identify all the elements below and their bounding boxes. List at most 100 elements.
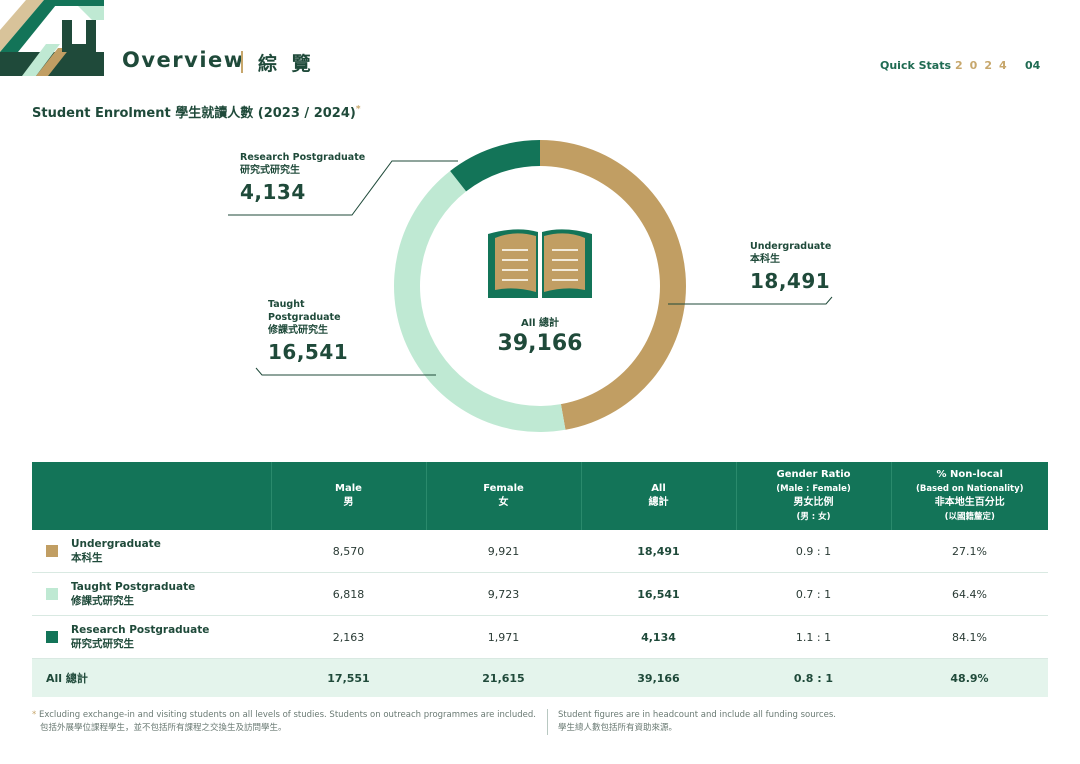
chart-label-research-value: 4,134 [240,180,306,204]
footnote-right-zh: 學生總人數包括所有資助來源。 [558,723,678,733]
donut-slice-undergrad [540,140,687,430]
footnote-left-en-line: * Excluding exchange-in and visiting stu… [32,709,536,722]
footnote-asterisk: * [32,710,37,720]
col-header-ratio: Gender Ratio (Male : Female) 男女比例 (男 : 女) [736,462,892,530]
col-header-male-zh: 男 [343,497,354,508]
footnote-right: Student figures are in headcount and inc… [558,709,836,735]
col-header-ratio-zh: 男女比例 [793,497,834,508]
page-number: 04 [1025,59,1041,72]
quick-stats-year: 2024 [955,59,1014,72]
row-label-undergrad-text: Undergraduate 本科生 [71,537,161,565]
cell-total-female: 21,615 [426,658,581,697]
chart-label-taught-en: Taught Postgraduate [268,299,341,323]
footnote-left-zh: 包括外展學位課程學生，並不包括所有課程之交換生及訪問學生。 [40,723,287,733]
section-title-text: Student Enrolment 學生就讀人數 (2023 / 2024) [32,106,356,121]
col-header-nonlocal-en: % Non-local [936,469,1003,480]
row-label-taught-text: Taught Postgraduate 修課式研究生 [71,580,195,608]
col-header-all-en: All [651,483,666,494]
col-header-nonlocal-zh: 非本地生百分比 [934,497,1005,508]
cell-undergrad-nonlocal: 27.1% [891,530,1048,573]
cell-taught-male: 6,818 [271,572,426,616]
donut-slices [394,140,687,433]
row-label-taught-zh: 修課式研究生 [71,595,134,607]
row-label-taught: Taught Postgraduate 修課式研究生 [32,572,271,616]
enrolment-table: Male 男 Female 女 All 總計 Gender Ratio (Male : … [32,462,1048,697]
cell-taught-all: 16,541 [581,572,736,616]
col-header-nonlocal-sub: (Based on Nationality) [915,484,1024,494]
leader-line-undergrad [668,296,833,305]
legend-swatch-undergrad [46,545,58,557]
footnote-marker: * [355,104,361,115]
table-row-total: All 總計 17,551 21,615 39,166 0.8 : 1 48.9… [32,658,1048,697]
cell-undergrad-all: 18,491 [581,530,736,573]
col-header-nonlocal-zh-sub: (以國籍釐定) [944,512,995,522]
donut-slice-taught [394,170,566,433]
chart-label-research-en: Research Postgraduate [240,152,366,163]
cell-research-all: 4,134 [581,615,736,659]
row-label-taught-en: Taught Postgraduate [71,581,196,593]
col-header-ratio-sub: (Male : Female) [776,484,851,494]
cell-research-male: 2,163 [271,615,426,659]
row-label-undergrad-en: Undergraduate [71,538,161,550]
cell-undergrad-ratio: 0.9 : 1 [736,530,891,573]
table-row-research: Research Postgraduate 研究式研究生 2,163 1,971 … [32,615,1048,659]
cell-total-all: 39,166 [581,658,736,697]
cell-total-male: 17,551 [271,658,426,697]
title-divider [241,51,243,73]
leader-line-taught [255,367,436,376]
col-header-male: Male 男 [271,462,427,530]
section-title: Student Enrolment 學生就讀人數 (2023 / 2024)* [32,102,361,121]
col-header-all: All 總計 [581,462,737,530]
quick-stats-label: Quick Stats 2024 [880,59,1014,72]
footnote-left: * Excluding exchange-in and visiting stu… [32,709,536,735]
chart-label-taught-zh: 修課式研究生 [268,325,328,336]
chart-label-research: Research Postgraduate 研究式研究生 4,134 [240,151,365,206]
table-row-undergrad: Undergraduate 本科生 8,570 9,921 18,491 0.9 … [32,530,1048,573]
table-header-row: Male 男 Female 女 All 總計 Gender Ratio (Male : … [32,462,1048,530]
legend-swatch-research [46,631,58,643]
col-header-all-zh: 總計 [648,497,669,508]
chart-label-undergrad-value: 18,491 [750,269,831,293]
chart-label-taught-value: 16,541 [268,340,349,364]
chart-label-undergrad-zh: 本科生 [750,254,780,265]
col-header-nonlocal: % Non-local (Based on Nationality) 非本地生百分比… [891,462,1048,530]
footnote-left-en: Excluding exchange-in and visiting stude… [38,710,537,720]
col-header-ratio-zh-sub: (男 : 女) [796,512,831,522]
col-header-male-en: Male [335,483,362,494]
row-label-research-zh: 研究式研究生 [71,638,134,650]
cell-taught-nonlocal: 64.4% [891,572,1048,616]
donut-center-caption: All 總計 [520,318,560,329]
chart-label-undergrad-en: Undergraduate [750,241,832,252]
cell-research-female: 1,971 [426,615,581,659]
donut-center-label: All 總計 39,166 [470,314,610,356]
row-label-undergrad: Undergraduate 本科生 [32,530,271,573]
legend-swatch-taught [46,588,58,600]
hku-logo [0,0,104,76]
col-header-female-zh: 女 [498,497,509,508]
chart-label-taught: Taught Postgraduate 修課式研究生 16,541 [268,298,348,366]
cell-taught-ratio: 0.7 : 1 [736,572,891,616]
cell-total-nonlocal: 48.9% [891,658,1048,697]
table-row-taught: Taught Postgraduate 修課式研究生 6,818 9,723 16… [32,572,1048,616]
cell-research-ratio: 1.1 : 1 [736,615,891,659]
book-icon [488,229,592,298]
row-label-research-text: Research Postgraduate 研究式研究生 [71,623,209,651]
page-title-zh: 綜 覽 [258,53,315,75]
donut-slice-research [450,140,540,192]
col-header-category [32,462,272,530]
row-label-total: All 總計 [32,658,271,697]
footnote-divider [547,709,548,735]
footnote-right-en: Student figures are in headcount and inc… [558,710,836,720]
col-header-ratio-en: Gender Ratio [776,469,851,480]
leader-line-research [228,160,458,216]
chart-label-research-zh: 研究式研究生 [240,165,300,176]
cell-taught-female: 9,723 [426,572,581,616]
page-title: Overview [122,48,245,72]
row-label-research-en: Research Postgraduate [71,624,210,636]
cell-total-ratio: 0.8 : 1 [736,658,891,697]
row-label-research: Research Postgraduate 研究式研究生 [32,615,271,659]
cell-research-nonlocal: 84.1% [891,615,1048,659]
donut-center-total: 39,166 [497,331,583,356]
cell-undergrad-male: 8,570 [271,530,426,573]
